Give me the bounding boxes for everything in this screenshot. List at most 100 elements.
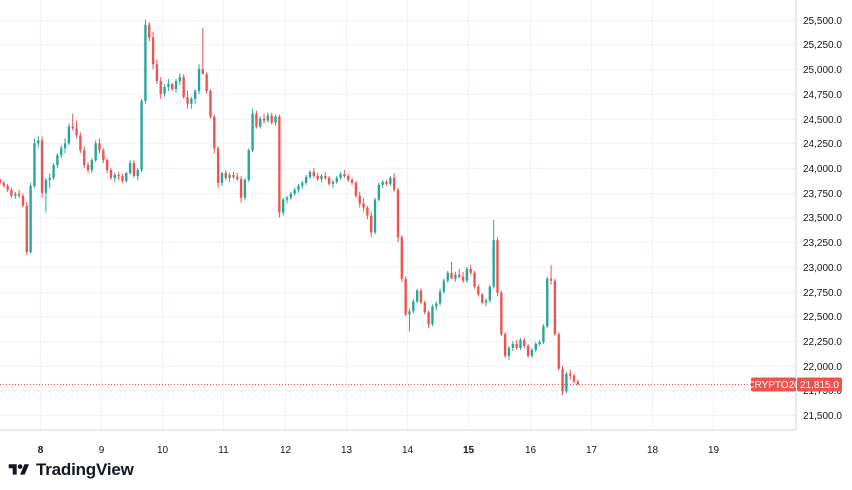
candle-body [102, 150, 105, 161]
candle-body [174, 81, 178, 89]
candle-body [186, 96, 189, 104]
candle-body [404, 278, 407, 315]
candle [324, 172, 327, 180]
candle [304, 174, 308, 185]
y-tick-label: 22,000.0 [803, 362, 842, 373]
candle-body [400, 237, 404, 279]
candle-body [86, 165, 90, 171]
candle-body [358, 195, 361, 204]
x-tick-label: 17 [586, 445, 598, 456]
candle-body [232, 174, 235, 177]
candle [431, 304, 434, 327]
candle [415, 288, 419, 304]
candle-body [251, 113, 254, 151]
candle [534, 342, 537, 352]
candle [163, 84, 166, 97]
candle [2, 180, 6, 188]
candle-body [37, 140, 40, 144]
candle-body [461, 276, 465, 281]
x-tick-label: 12 [280, 445, 292, 456]
candle-body [155, 64, 159, 82]
candle [316, 172, 319, 181]
candle-body [327, 177, 331, 184]
candle-body [56, 155, 59, 166]
candle-body [151, 37, 155, 65]
tradingview-logo[interactable]: TradingView [8, 460, 134, 480]
y-axis-tick-labels: 21,500.021,750.022,000.022,250.022,500.0… [803, 16, 842, 422]
candle-body [63, 143, 67, 149]
candle [546, 276, 549, 329]
candle [458, 268, 461, 279]
candle-body [362, 203, 365, 208]
candle-body [503, 334, 507, 356]
candle-body [496, 240, 499, 293]
candle-body [389, 177, 392, 184]
candle-body [247, 150, 250, 180]
candle [354, 180, 358, 198]
candle-body [308, 172, 312, 177]
y-tick-label: 23,250.0 [803, 238, 842, 249]
candle-body [213, 116, 216, 149]
candle [370, 211, 373, 238]
candle [572, 373, 576, 384]
candle-body [546, 278, 549, 327]
candle [105, 158, 109, 173]
candle [278, 114, 281, 218]
candle-body [530, 349, 534, 356]
candle [461, 271, 465, 283]
candle [25, 201, 28, 256]
candle [128, 160, 132, 175]
candle [17, 189, 21, 198]
y-tick-label: 24,750.0 [803, 90, 842, 101]
candle-body [507, 347, 511, 356]
symbol-tag-label: CRYPTO20 [747, 380, 800, 391]
candle-body [385, 181, 388, 184]
candle-body [519, 340, 522, 348]
candle [396, 187, 400, 243]
candle-body [366, 207, 369, 216]
candle-body [274, 116, 277, 123]
candle [251, 108, 254, 153]
candle [289, 191, 293, 200]
last-price-tag-label: 21,815.0 [800, 380, 839, 391]
candle [266, 112, 270, 123]
candle [503, 332, 507, 358]
candle [224, 170, 227, 180]
candle [148, 21, 151, 42]
candle-body [343, 173, 346, 176]
candle [151, 31, 155, 70]
tradingview-logo-icon [8, 464, 29, 475]
candle-body [67, 126, 71, 144]
candle [236, 172, 239, 181]
candle [193, 88, 197, 104]
candle-body [285, 197, 289, 200]
candle [362, 197, 365, 212]
candle [515, 340, 518, 350]
candle-body [10, 189, 13, 196]
candle [52, 163, 55, 180]
candle [262, 113, 266, 124]
candle-body [438, 291, 442, 304]
y-tick-label: 22,500.0 [803, 312, 842, 323]
candle-body [381, 181, 384, 185]
candle-body [17, 193, 21, 196]
candle-body [121, 175, 124, 181]
candle [339, 172, 342, 180]
candle [63, 138, 67, 154]
candle [282, 197, 285, 216]
candle [507, 345, 511, 360]
candle [496, 237, 499, 297]
candle [561, 365, 564, 396]
candle-body [239, 178, 243, 198]
candle-body [377, 184, 381, 200]
candle [259, 116, 262, 129]
candle-body [304, 176, 308, 183]
candle [209, 88, 212, 119]
candle [44, 177, 48, 213]
candle-body [435, 303, 438, 307]
candle-body [427, 312, 430, 325]
candle [404, 276, 407, 317]
candle [366, 205, 369, 220]
candle [523, 338, 526, 348]
